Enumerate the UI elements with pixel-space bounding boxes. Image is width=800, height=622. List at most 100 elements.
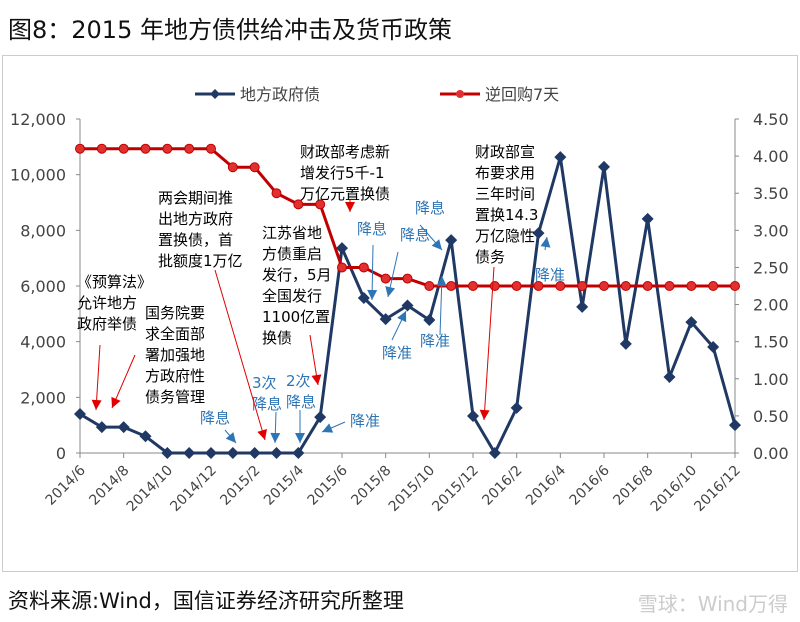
data-point xyxy=(532,227,545,240)
data-point xyxy=(74,408,86,421)
data-point xyxy=(337,262,347,273)
annotation-text: 发行，5月 xyxy=(262,266,332,284)
chart-frame xyxy=(2,55,798,572)
annotation-text: 财政部宣 xyxy=(475,143,535,161)
x-tick-label: 2016/2 xyxy=(479,463,525,509)
annotation-text: 批额度1万亿 xyxy=(158,252,243,270)
annotation-text: 3次 xyxy=(252,374,277,392)
annotation-text: 全国发行 xyxy=(262,287,322,305)
data-point xyxy=(401,299,414,312)
annotation-text: 江苏省地 xyxy=(262,224,322,242)
data-point xyxy=(379,313,392,326)
annotation-text: 万亿隐性 xyxy=(475,227,535,245)
watermark: 雪球：Wind万得 xyxy=(637,592,788,616)
data-point xyxy=(248,447,261,459)
data-point xyxy=(314,411,327,424)
annotation-arrowhead-icon xyxy=(431,239,442,250)
annotation-arrowhead-icon xyxy=(111,396,121,408)
data-point xyxy=(707,340,720,353)
data-point xyxy=(511,281,522,291)
annotation-text: 债务 xyxy=(475,248,505,266)
data-point xyxy=(686,281,697,291)
data-point xyxy=(183,447,196,459)
annotation-text: 降息 xyxy=(252,395,282,413)
data-point xyxy=(533,281,544,291)
x-tick-label: 2014/10 xyxy=(124,463,176,515)
y-right-tick-label: 4.00 xyxy=(753,147,789,166)
data-point xyxy=(205,447,217,459)
y-left-tick-label: 10,000 xyxy=(10,166,66,185)
annotation-text: 换债 xyxy=(262,329,292,347)
chart-title: 图8：2015 年地方债供给冲击及货币政策 xyxy=(8,16,452,44)
data-point xyxy=(270,447,283,459)
y-left-tick-label: 12,000 xyxy=(10,110,66,129)
data-point xyxy=(598,160,610,173)
data-point xyxy=(554,151,567,164)
data-point xyxy=(641,212,654,225)
data-point xyxy=(488,447,501,459)
data-point xyxy=(467,409,479,422)
annotation-arrowhead-icon xyxy=(311,374,322,385)
line-chart: 0 2,000 4,000 6,000 8,000 10,000 12,000 0.00 0.5… xyxy=(10,85,789,515)
annotation-text: 降息 xyxy=(415,199,445,217)
y-right-tick-label: 3.00 xyxy=(753,221,789,240)
annotation-text: 增发行5千-1 xyxy=(300,164,385,182)
data-point xyxy=(140,143,151,154)
y-right-tick-label: 1.50 xyxy=(753,333,789,352)
data-point xyxy=(292,447,305,459)
data-point xyxy=(424,281,435,291)
data-point xyxy=(577,281,588,291)
data-point xyxy=(664,281,675,291)
x-tick-label: 2016/12 xyxy=(691,463,743,515)
annotation-arrowhead-icon xyxy=(257,428,267,440)
data-point xyxy=(576,300,589,313)
y-left-tick-label: 2,000 xyxy=(20,388,66,407)
y-right-tick-label: 2.50 xyxy=(753,258,789,277)
data-point xyxy=(357,291,370,304)
annotation-text: 债务管理 xyxy=(145,388,205,406)
x-tick-label: 2016/10 xyxy=(648,463,700,515)
annotation-text: 2次 xyxy=(286,372,311,390)
data-point xyxy=(161,447,174,459)
data-point xyxy=(249,162,260,173)
annotation-text: 方政府性 xyxy=(145,367,205,385)
annotation-arrowhead-icon xyxy=(479,409,490,420)
data-point xyxy=(96,143,107,154)
annotation-text: 三年时间 xyxy=(475,185,535,203)
y-right-tick-label: 0.50 xyxy=(753,407,789,426)
annotation-arrowhead-icon xyxy=(225,432,236,443)
data-point xyxy=(663,371,676,384)
annotation-text: 政府举债 xyxy=(77,315,137,333)
data-point xyxy=(468,281,478,291)
data-point xyxy=(184,143,195,154)
annotation-text: 出地方政府 xyxy=(158,210,233,228)
annotation-text: 万亿元置换债 xyxy=(300,185,390,203)
annotation-arrowhead-icon xyxy=(436,276,447,287)
annotation-text: 降息 xyxy=(286,393,316,411)
y-left-tick-label: 0 xyxy=(56,444,66,463)
annotation-text: 署加强地 xyxy=(145,346,205,364)
annotation-text: 降准 xyxy=(382,344,412,362)
annotation-arrowhead-icon xyxy=(397,311,407,323)
data-point xyxy=(510,401,523,414)
annotation-arrow-line xyxy=(483,266,495,421)
x-tick-label: 2016/6 xyxy=(567,462,613,508)
y-right-tick-label: 1.00 xyxy=(753,370,789,389)
annotation-text: 《预算法》 xyxy=(77,273,152,291)
data-point xyxy=(226,447,239,459)
data-point xyxy=(95,421,108,434)
data-point xyxy=(358,262,369,273)
data-point xyxy=(446,281,457,291)
legend-label: 逆回购7天 xyxy=(485,85,559,104)
x-tick-label: 2014/12 xyxy=(167,463,219,515)
data-point xyxy=(730,281,740,291)
annotation-text: 求全面部 xyxy=(145,325,205,343)
annotation-arrowhead-icon xyxy=(270,432,281,443)
data-point xyxy=(380,273,391,284)
annotation-text: 降息 xyxy=(400,226,430,244)
y-right-tick-label: 4.50 xyxy=(753,110,789,129)
x-tick-label: 2015/4 xyxy=(261,462,307,508)
annotation-arrow-line xyxy=(95,344,101,411)
annotation-text: 两会期间推 xyxy=(158,189,233,207)
annotation-arrowhead-icon xyxy=(345,202,355,212)
